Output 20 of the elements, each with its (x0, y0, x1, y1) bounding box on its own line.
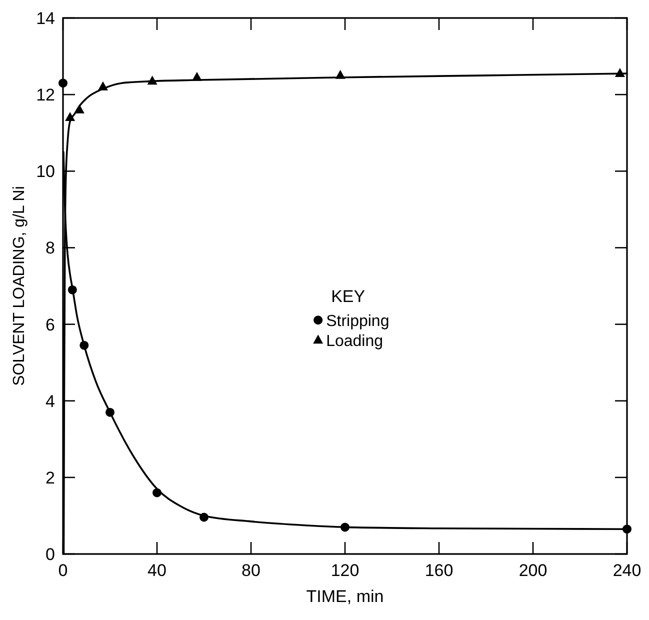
y-tick-label: 10 (36, 162, 55, 182)
legend-label: Loading (326, 333, 384, 350)
x-tick-label: 240 (612, 561, 642, 580)
x-axis-title: TIME, min (306, 587, 384, 606)
y-tick-label: 2 (46, 468, 55, 488)
y-tick-label: 14 (36, 9, 55, 28)
y-tick-label: 0 (46, 545, 55, 564)
legend-title: KEY (331, 287, 366, 306)
y-tick-label: 6 (46, 315, 55, 334)
y-tick-label: 4 (46, 392, 55, 411)
x-tick-label: 120 (330, 561, 360, 580)
y-tick-label: 8 (46, 238, 55, 258)
legend-label: Stripping (326, 313, 390, 330)
y-axis-title: SOLVENT LOADING, g/L Ni (11, 186, 28, 386)
y-tick-label: 12 (36, 86, 55, 105)
x-tick-label: 40 (148, 561, 166, 580)
x-tick-label: 0 (58, 561, 68, 580)
x-tick-label: 200 (518, 561, 548, 580)
x-tick-label: 80 (242, 561, 260, 580)
x-tick-label: 160 (424, 561, 454, 580)
